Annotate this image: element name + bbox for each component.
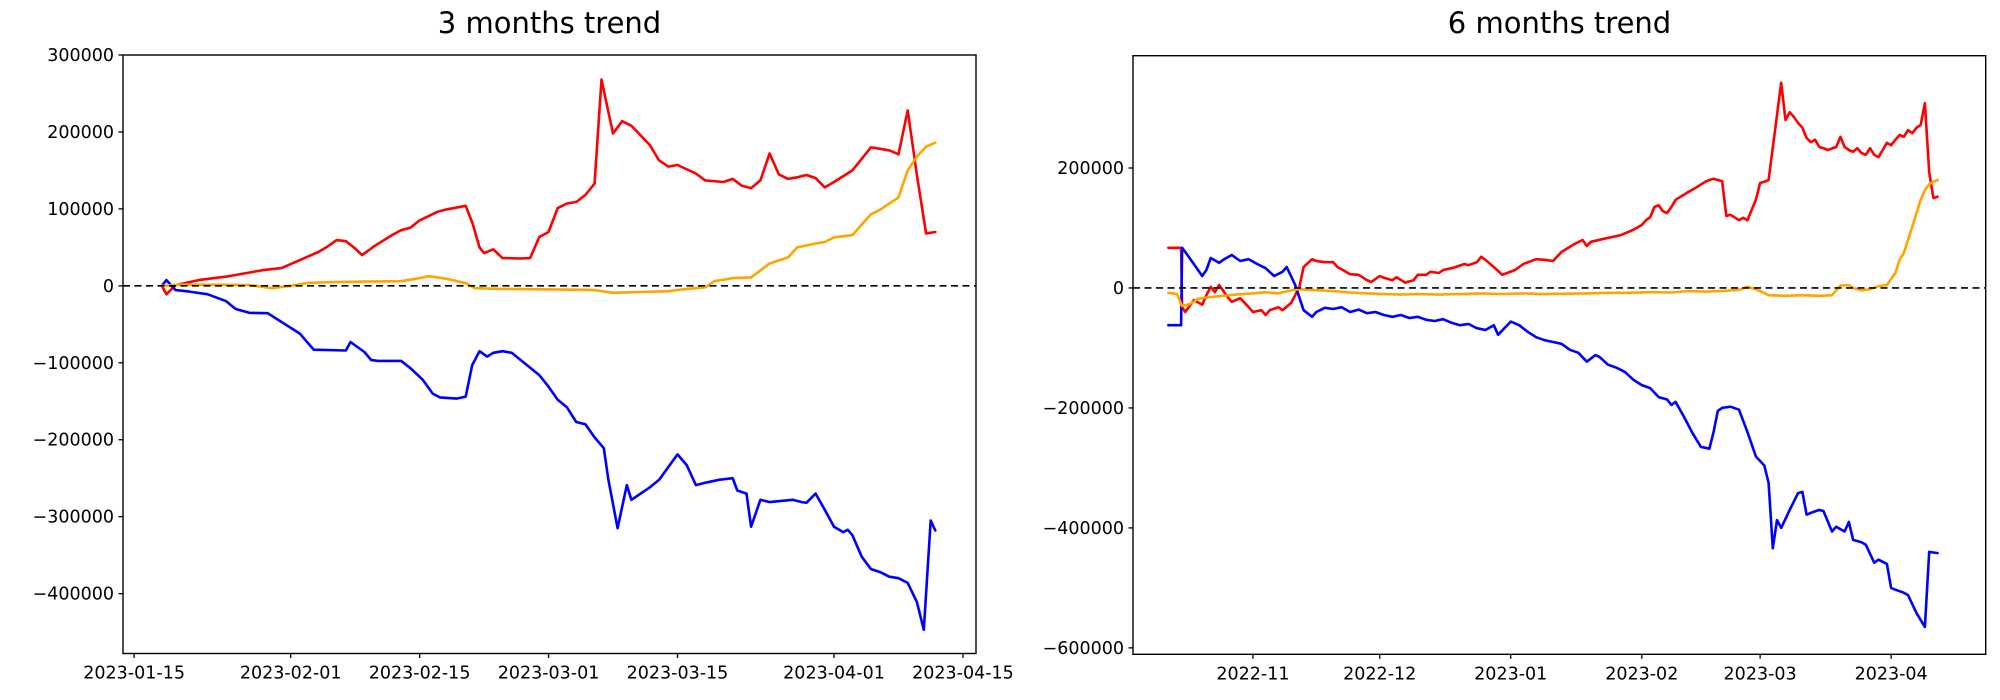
series-orange-line: [160, 141, 937, 295]
x-tick-label: 2023-02: [1605, 664, 1678, 684]
y-tick-label: 0: [103, 277, 114, 297]
y-tick-label: −400000: [1043, 519, 1124, 539]
x-tick-label: 2023-01-15: [83, 664, 185, 684]
plot-area: [123, 55, 976, 654]
chart-title-6-months: 6 months trend: [1447, 6, 1672, 40]
x-tick-label: 2023-03-15: [627, 664, 729, 684]
x-tick-label: 2023-03: [1724, 664, 1797, 684]
y-tick-label: 200000: [1057, 159, 1124, 179]
x-tick-label: 2023-04: [1855, 664, 1928, 684]
y-tick-label: 100000: [47, 200, 114, 220]
y-tick-label: −600000: [1043, 639, 1124, 659]
plot-area: [1133, 55, 1986, 655]
y-tick-label: 0: [1113, 279, 1124, 299]
y-tick-label: −100000: [33, 354, 114, 374]
series-red-line: [1167, 81, 1939, 317]
y-tick-label: 200000: [47, 123, 114, 143]
x-tick-label: 2023-04-01: [783, 664, 885, 684]
x-tick-label: 2023-01: [1474, 664, 1547, 684]
chart-0: 300000 200000 100000 0 −100000 −200000 −300000…: [33, 46, 1014, 684]
x-tick-label: 2023-04-15: [912, 664, 1014, 684]
axes-frame: [122, 54, 977, 655]
y-tick-label: −200000: [33, 431, 114, 451]
series-blue-line: [1167, 246, 1939, 629]
x-tick-label: 2022-11: [1216, 664, 1289, 684]
series-orange-line: [1167, 178, 1939, 308]
x-tick-label: 2023-03-01: [498, 664, 600, 684]
series-blue-line: [160, 278, 937, 632]
y-tick-label: −200000: [1043, 399, 1124, 419]
x-tick-label: 2023-02-15: [369, 664, 471, 684]
chart-1: 200000 0 −200000 −400000 −600000 2022-11 2022-…: [1043, 55, 1987, 684]
y-tick-label: −400000: [33, 585, 114, 605]
x-tick-label: 2023-02-01: [240, 664, 342, 684]
y-tick-label: 300000: [47, 46, 114, 66]
series-red-line: [160, 78, 937, 296]
chart-title-3-months: 3 months trend: [437, 6, 662, 40]
axes-frame: [1132, 55, 1987, 655]
y-tick-label: −300000: [33, 508, 114, 528]
x-tick-label: 2022-12: [1343, 664, 1416, 684]
